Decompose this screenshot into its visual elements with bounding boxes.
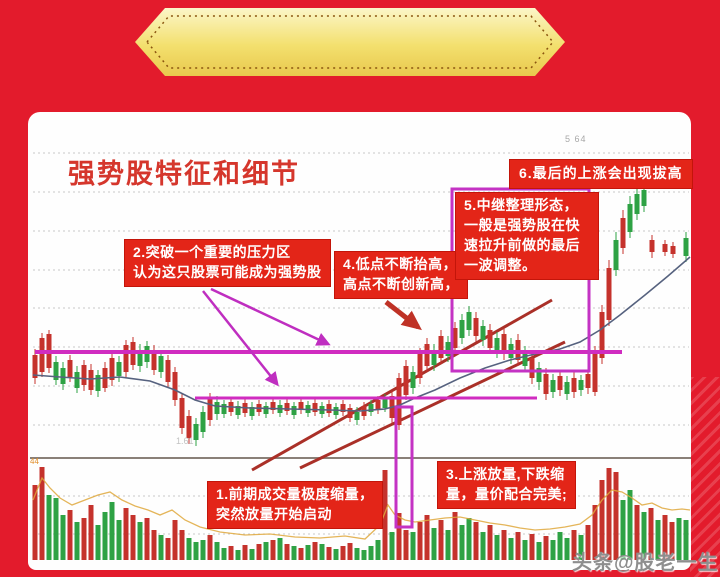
annotation-4-higher-lows: 4.低点不断抬高， 高点不断创新高，	[334, 251, 468, 299]
annotation-5-consolidation: 5.中继整理形态，一般是强势股在快速拉升前做的最后一波调整。	[455, 192, 599, 280]
annotation-6-final-rally: 6.最后的上涨会出现拔高	[509, 159, 693, 189]
page-title: 强势股特征和细节	[68, 159, 300, 189]
annotation-1-volume-shrink: 1.前期成交量极度缩量， 突然放量开始启动	[207, 481, 383, 529]
price-label: 5 64	[565, 134, 587, 144]
ribbon-shape	[135, 8, 565, 76]
volume-axis-label: 44	[30, 457, 39, 466]
low-price-label: 1.61	[176, 436, 194, 446]
watermark: 头条@股老一生	[572, 552, 719, 574]
gold-ribbon-banner	[135, 8, 565, 76]
corner-stripes-decoration	[690, 377, 720, 577]
annotation-2-breakout-pressure: 2.突破一个重要的压力区 认为这只股票可能成为强势股	[124, 239, 331, 287]
annotation-3-volume-price: 3.上涨放量,下跌缩 量，量价配合完美;	[437, 461, 577, 509]
